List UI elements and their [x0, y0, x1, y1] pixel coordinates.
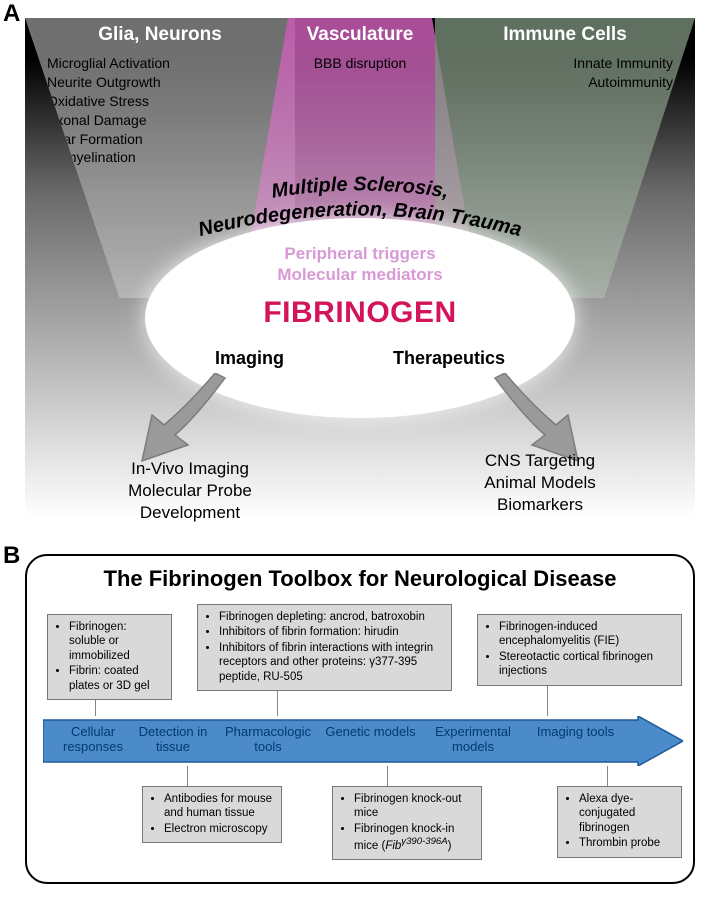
bottom-right-text: CNS TargetingAnimal ModelsBiomarkers [435, 450, 645, 516]
list-item: Scar Formation [47, 130, 295, 149]
box-detect: Antibodies for mouse and human tissueEle… [142, 786, 282, 843]
list-item: Animal Models [435, 472, 645, 494]
category-label: Cellular responses [53, 722, 133, 758]
panel-b-label: B [3, 542, 20, 570]
list-item: Fibrinogen depleting: ancrod, batroxobin [219, 610, 444, 624]
list-item: Molecular Probe [75, 480, 305, 502]
connector-line [387, 766, 388, 786]
connector-line [95, 700, 96, 716]
beam-left-title: Glia, Neurons [25, 18, 295, 46]
peripheral-line-2: Molecular mediators [195, 264, 525, 285]
list-item: Fibrinogen-induced encephalomyelitis (FI… [499, 620, 674, 649]
category-label: Detection in tissue [133, 722, 213, 758]
box-exp: Fibrinogen-induced encephalomyelitis (FI… [477, 614, 682, 686]
bottom-left-text: In-Vivo ImagingMolecular ProbeDevelopmen… [75, 458, 305, 524]
connector-line [607, 766, 608, 786]
box-cell: Fibrinogen: soluble or immobilizedFibrin… [47, 614, 172, 700]
fibrinogen-center: FIBRINOGEN [195, 296, 525, 330]
beam-right-title: Immune Cells [435, 18, 695, 46]
list-item: Remyelination [47, 148, 295, 167]
output-therapeutics: Therapeutics [393, 348, 505, 369]
list-item: Inhibitors of fibrin interactions with i… [219, 641, 444, 684]
peripheral-text: Peripheral triggers Molecular mediators [195, 243, 525, 286]
list-item: Autoimmunity [435, 73, 673, 92]
connector-line [277, 691, 278, 716]
box-imaging: Alexa dye-conjugated fibrinogenThrombin … [557, 786, 682, 858]
list-item: Thrombin probe [579, 836, 674, 850]
panel-b-box: The Fibrinogen Toolbox for Neurological … [25, 554, 695, 884]
panel-b-title: The Fibrinogen Toolbox for Neurological … [27, 566, 693, 592]
category-label: Pharmacologic tools [213, 722, 323, 758]
list-item: Biomarkers [435, 494, 645, 516]
list-item: Microglial Activation [47, 54, 295, 73]
list-item: Oxidative Stress [47, 92, 295, 111]
list-item: Fibrin: coated plates or 3D gel [69, 664, 164, 693]
list-item: Axonal Damage [47, 111, 295, 130]
panel-b: B The Fibrinogen Toolbox for Neurologica… [0, 540, 710, 900]
list-item: Fibrinogen knock-out mice [354, 792, 474, 821]
panel-a-canvas: Glia, Neurons Microglial ActivationNeuri… [25, 18, 695, 518]
panel-a: A Glia, Neurons Microglial ActivationNeu… [0, 0, 710, 540]
list-item: CNS Targeting [435, 450, 645, 472]
list-item: Fibrinogen: soluble or immobilized [69, 620, 164, 663]
category-label: Experimental models [418, 722, 528, 758]
list-item: Neurite Outgrowth [47, 73, 295, 92]
list-item: Fibrinogen knock-in mice (Fibγ390-396A) [354, 822, 474, 854]
list-item: Electron microscopy [164, 822, 274, 836]
box-genetic: Fibrinogen knock-out miceFibrinogen knoc… [332, 786, 482, 860]
list-item: Development [75, 502, 305, 524]
connector-line [547, 686, 548, 716]
list-item: In-Vivo Imaging [75, 458, 305, 480]
list-item: Inhibitors of fibrin formation: hirudin [219, 625, 444, 639]
category-label: Imaging tools [528, 722, 623, 758]
list-item: Alexa dye-conjugated fibrinogen [579, 792, 674, 835]
output-imaging: Imaging [215, 348, 284, 369]
list-item: Innate Immunity [435, 54, 673, 73]
category-label: Genetic models [323, 722, 418, 758]
box-pharma: Fibrinogen depleting: ancrod, batroxobin… [197, 604, 452, 691]
output-labels: Imaging Therapeutics [215, 348, 505, 369]
peripheral-line-1: Peripheral triggers [195, 243, 525, 264]
list-item: Stereotactic cortical fibrinogen injecti… [499, 650, 674, 679]
category-labels: Cellular responsesDetection in tissuePha… [53, 722, 633, 758]
panel-a-label: A [3, 0, 20, 28]
list-item: Antibodies for mouse and human tissue [164, 792, 274, 821]
connector-line [187, 766, 188, 786]
beam-right-list: Innate ImmunityAutoimmunity [435, 54, 695, 92]
